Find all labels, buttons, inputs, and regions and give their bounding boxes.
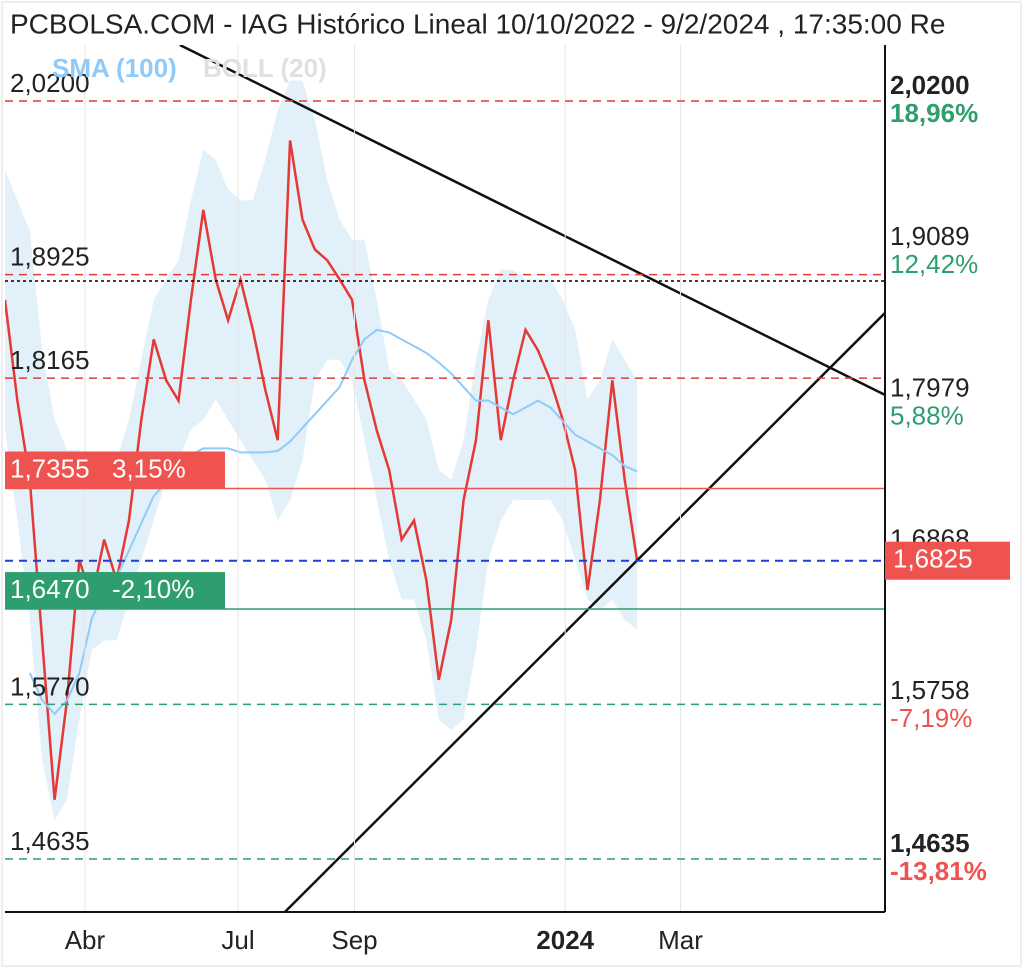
chart-title: PCBOLSA.COM - IAG Histórico Lineal 10/10… — [10, 8, 945, 39]
right-change-label: 12,42% — [890, 249, 978, 279]
right-price-label: 1,5758 — [890, 675, 970, 705]
bollinger-band — [5, 80, 638, 821]
level-label: 1,6470 — [10, 574, 90, 604]
level-label: 1,4635 — [10, 826, 90, 856]
x-tick-label: Abr — [65, 925, 106, 955]
right-change-label: -13,81% — [890, 856, 987, 886]
right-price-label: 1,9089 — [890, 221, 970, 251]
right-price-label: 2,0200 — [890, 70, 970, 100]
level-label: 2,0200 — [10, 68, 90, 98]
series-line — [28, 328, 638, 716]
trendline — [283, 312, 885, 912]
right-price-label: 1,7979 — [890, 372, 970, 402]
level-box — [5, 451, 225, 489]
x-tick-label: Mar — [658, 925, 703, 955]
trendline — [179, 45, 885, 397]
level-box — [5, 572, 225, 610]
level-change: -2,10% — [112, 574, 194, 604]
right-change-label: 18,96% — [890, 98, 978, 128]
level-label: 1,8925 — [10, 242, 90, 272]
plot-area — [5, 45, 885, 912]
current-box — [885, 541, 1010, 580]
right-price-label: 1,4635 — [890, 828, 970, 858]
right-change-label: -7,19% — [890, 703, 972, 733]
level-label: 1,7355 — [10, 453, 90, 483]
right-change-label: 5,88% — [890, 400, 964, 430]
x-tick-label: Sep — [331, 925, 377, 955]
level-label: 1,8165 — [10, 345, 90, 375]
level-label: 1,5770 — [10, 671, 90, 701]
legend-entry: SMA (100) — [52, 53, 177, 83]
x-tick-label: 2024 — [536, 925, 594, 955]
legend-entry: BOLL (20) — [203, 53, 327, 83]
current-label: 1,6825 — [893, 544, 973, 574]
level-change: 3,15% — [112, 453, 186, 483]
x-tick-label: Jul — [221, 925, 254, 955]
